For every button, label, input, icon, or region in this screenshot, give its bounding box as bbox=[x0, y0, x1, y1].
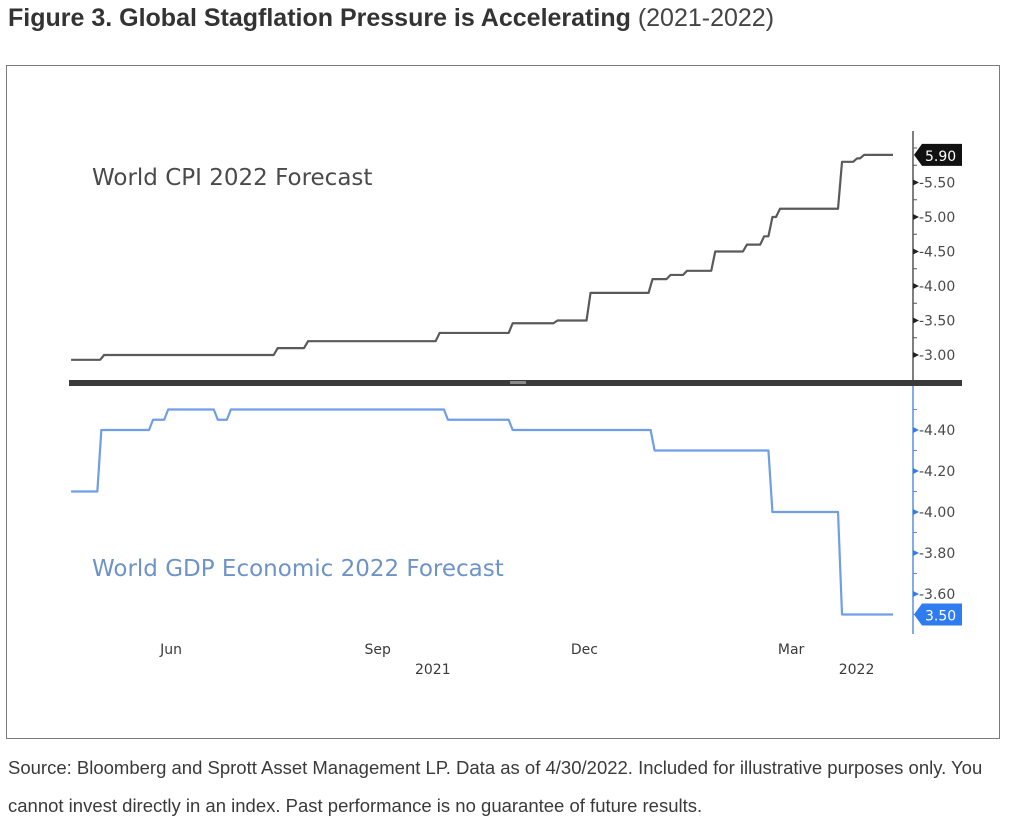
cpi-tick-label: -3.00 bbox=[919, 348, 955, 364]
cpi-tick-label: -3.50 bbox=[919, 314, 955, 330]
gdp-major-tick bbox=[913, 468, 919, 474]
x-tick-label: Dec bbox=[571, 642, 598, 658]
figure-title-years: (2021-2022) bbox=[637, 4, 775, 32]
gdp-tick-label: -3.60 bbox=[919, 587, 955, 603]
cpi-series-title: World CPI 2022 Forecast bbox=[92, 165, 372, 191]
cpi-panel: -5.50 -5.00 -4.50 -4.00 -3.50 -3.00 5.90 bbox=[71, 131, 962, 382]
x-year-label: 2021 bbox=[415, 662, 451, 678]
gdp-major-tick bbox=[913, 550, 919, 556]
gdp-tick-label: -4.00 bbox=[919, 505, 955, 521]
cpi-major-tick bbox=[913, 352, 919, 358]
cpi-tick-label: -5.00 bbox=[919, 210, 955, 226]
x-axis: Jun Sep Dec Mar 2021 2022 bbox=[159, 642, 874, 678]
gdp-tick-label: -4.20 bbox=[919, 464, 955, 480]
figure-title-main: Figure 3. Global Stagflation Pressure is… bbox=[8, 4, 631, 32]
gdp-last-value-flag bbox=[914, 603, 962, 626]
chart-canvas: -5.50 -5.00 -4.50 -4.00 -3.50 -3.00 5.90 -4.40… bbox=[69, 131, 962, 678]
cpi-last-value-label: 5.90 bbox=[925, 149, 956, 165]
gdp-tick-label: -3.80 bbox=[919, 546, 955, 562]
x-tick-label: Jun bbox=[159, 642, 182, 658]
figure-title: Figure 3. Global Stagflation Pressure is… bbox=[8, 4, 774, 33]
cpi-major-tick bbox=[913, 214, 919, 220]
gdp-major-tick bbox=[913, 591, 919, 597]
x-year-label: 2022 bbox=[839, 662, 875, 678]
x-tick-label: Mar bbox=[778, 642, 805, 658]
gdp-series-title: World GDP Economic 2022 Forecast bbox=[92, 556, 504, 582]
gdp-last-value-label: 3.50 bbox=[925, 609, 956, 625]
cpi-series-line bbox=[71, 153, 894, 361]
cpi-last-value-flag bbox=[914, 143, 962, 166]
chart-frame: -5.50 -5.00 -4.50 -4.00 -3.50 -3.00 5.90 -4.40… bbox=[6, 65, 1000, 739]
cpi-tick-label: -4.00 bbox=[919, 279, 955, 295]
gdp-series-line bbox=[71, 408, 894, 616]
cpi-major-tick bbox=[913, 179, 919, 186]
x-tick-label: Sep bbox=[365, 642, 392, 658]
cpi-tick-label: -5.50 bbox=[919, 176, 955, 192]
cpi-tick-label: -4.50 bbox=[919, 245, 955, 261]
source-note: Source: Bloomberg and Sprott Asset Manag… bbox=[8, 757, 983, 816]
cpi-major-tick bbox=[913, 283, 919, 289]
cpi-major-tick bbox=[913, 317, 919, 324]
gdp-panel: -4.40 -4.20 -4.00 -3.80 -3.60 3.50 bbox=[71, 385, 962, 634]
cpi-major-tick bbox=[913, 248, 919, 255]
gdp-major-tick bbox=[913, 509, 919, 515]
gdp-tick-label: -4.40 bbox=[919, 423, 955, 439]
panel-divider-grip bbox=[510, 381, 526, 384]
gdp-major-tick bbox=[913, 427, 919, 433]
